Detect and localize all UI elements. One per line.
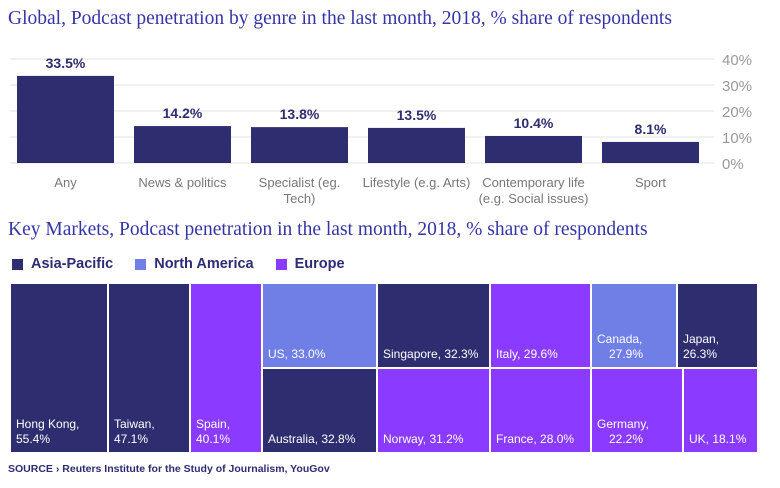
treemap-cell: UK, 18.1% [683,368,758,453]
y-tick-label: 20% [722,104,752,121]
data-label: 13.5% [397,107,437,123]
treemap-title: Key Markets, Podcast penetration in the … [8,219,648,240]
x-tick-label: Contemporary life [482,175,585,190]
y-tick-label: 30% [722,78,752,95]
treemap-cell-label: Norway, 31.2% [383,432,464,446]
legend-label-north-america: North America [154,256,254,272]
treemap-cell: US, 33.0% [262,283,377,368]
treemap-cell: Italy, 29.6% [490,283,591,368]
bar-chart-title: Global, Podcast penetration by genre in … [8,8,672,29]
treemap-cell-label: Japan, 26.3% [683,332,720,361]
x-tick-label: Tech) [284,191,316,206]
source-text: Reuters Institute for the Study of Journ… [62,463,330,475]
data-label: 14.2% [163,105,203,121]
treemap-cell-label: US, 33.0% [268,347,326,361]
x-tick-label: News & politics [138,175,227,190]
data-label: 13.8% [280,106,320,122]
treemap-cell: Taiwan, 47.1% [108,283,190,453]
y-tick-label: 10% [722,130,752,147]
source-key: SOURCE › [8,463,60,475]
treemap-cell: Norway, 31.2% [377,368,490,453]
treemap-cell-label: Australia, 32.8% [268,432,356,446]
data-label: 33.5% [46,55,86,71]
legend-swatch-europe [275,258,287,270]
treemap-cell: Singapore, 32.3% [377,283,490,368]
legend-swatch-asia-pacific [12,258,23,270]
x-tick-label: Any [54,175,77,190]
treemap-legend: Asia-Pacific North America Europe [12,256,367,272]
legend-label-europe: Europe [294,256,345,272]
x-tick-label: Sport [635,175,666,190]
treemap-cell: Germany, 22.2% [591,368,683,453]
treemap-cell: France, 28.0% [490,368,591,453]
legend-swatch-north-america [135,258,147,270]
treemap-cell: Japan, 26.3% [677,283,758,368]
bar [251,127,348,163]
bar [602,141,699,163]
bar [17,75,114,163]
x-tick-label: (e.g. Social issues) [479,191,589,206]
treemap: Hong Kong, 55.4% Taiwan, 47.1% Spain, 40.1% US… [10,283,758,453]
treemap-cell: Hong Kong, 55.4% [10,283,108,453]
bar [485,135,582,163]
bar-chart: 0% 10% 20% 30% 40% 33.5% Any 14.2% News & politi… [10,52,752,206]
treemap-cell-label: Canada, 27.9% [597,332,644,361]
legend-item-asia-pacific: Asia-Pacific [12,256,113,272]
legend-item-europe: Europe [275,256,345,272]
treemap-cell-label: Germany, 22.2% [597,417,649,446]
data-label: 10.4% [514,115,554,131]
legend-item-north-america: North America [135,256,254,272]
treemap-cell-label: France, 28.0% [496,432,575,446]
bar [368,127,465,163]
y-tick-label: 0% [722,156,744,173]
treemap-cell-label: Hong Kong, 55.4% [16,417,80,446]
source-note: SOURCE › Reuters Institute for the Study… [8,463,330,475]
bar [134,126,231,163]
treemap-cell: Australia, 32.8% [262,368,377,453]
data-label: 8.1% [635,121,667,137]
x-tick-label: Lifestyle (e.g. Arts) [363,175,471,190]
treemap-cell-label: Singapore, 32.3% [383,347,479,361]
treemap-cell: Spain, 40.1% [190,283,262,453]
treemap-cell-label: Italy, 29.6% [496,347,558,361]
treemap-cell-label: UK, 18.1% [689,432,747,446]
y-tick-label: 40% [722,52,752,69]
treemap-cell-label: Taiwan, 47.1% [114,417,155,446]
legend-label-asia-pacific: Asia-Pacific [31,256,114,272]
x-tick-label: Specialist (eg. [259,175,341,190]
treemap-cell: Canada, 27.9% [591,283,677,368]
treemap-cell-label: Spain, 40.1% [196,417,231,446]
